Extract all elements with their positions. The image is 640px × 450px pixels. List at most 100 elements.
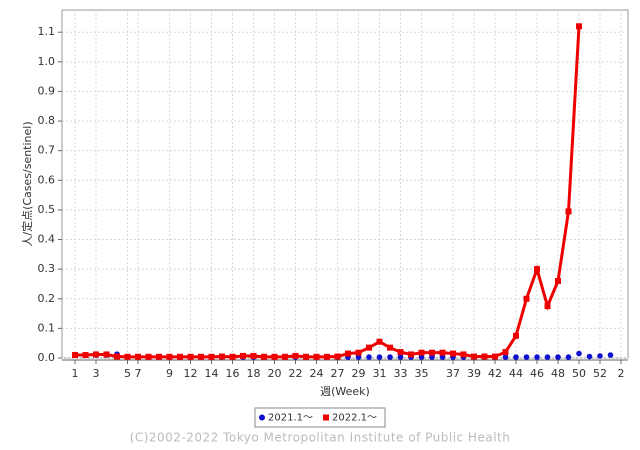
marker xyxy=(397,354,404,360)
y-tick-label: 0.7 xyxy=(38,144,56,157)
x-tick-label: 9 xyxy=(166,367,173,380)
marker xyxy=(135,353,141,360)
marker xyxy=(282,353,288,360)
x-tick-label: 24 xyxy=(310,367,324,380)
marker xyxy=(523,295,530,302)
marker xyxy=(418,354,425,360)
marker xyxy=(145,353,152,360)
legend-marker xyxy=(323,414,329,421)
marker xyxy=(502,349,509,356)
marker xyxy=(492,353,498,360)
marker xyxy=(82,352,89,359)
x-tick-label: 42 xyxy=(488,367,502,380)
x-tick-label: 7 xyxy=(135,367,142,380)
marker xyxy=(261,353,267,360)
x-tick-label: 37 xyxy=(446,367,460,380)
x-tick-label: 31 xyxy=(373,367,387,380)
marker xyxy=(576,23,582,30)
marker xyxy=(292,352,299,359)
marker xyxy=(439,354,446,360)
y-tick-label: 0.5 xyxy=(38,203,56,216)
marker xyxy=(198,353,204,360)
marker xyxy=(303,353,309,360)
y-tick-label: 1.0 xyxy=(38,55,56,68)
x-tick-label: 48 xyxy=(551,367,565,380)
legend-box xyxy=(254,407,386,428)
marker xyxy=(208,353,215,360)
x-tick-label: 14 xyxy=(205,367,219,380)
marker xyxy=(555,354,561,360)
x-tick-label: 46 xyxy=(530,367,544,380)
y-tick-label: 0.8 xyxy=(38,114,56,127)
x-tick-label: 16 xyxy=(226,367,240,380)
x-tick-label: 52 xyxy=(593,367,607,380)
marker xyxy=(114,353,120,360)
marker xyxy=(429,354,435,360)
x-tick-label: 29 xyxy=(352,367,366,380)
marker xyxy=(355,354,362,360)
x-tick-label: 2 xyxy=(618,367,625,380)
marker xyxy=(376,354,383,360)
plot-area xyxy=(61,9,629,359)
marker xyxy=(544,303,551,310)
legend-label: 2022.1～ xyxy=(332,413,377,424)
marker xyxy=(397,349,404,356)
marker xyxy=(586,353,593,360)
marker xyxy=(607,352,614,358)
marker xyxy=(597,353,603,359)
marker xyxy=(534,354,540,360)
x-tick-label: 18 xyxy=(247,367,261,380)
x-axis-label: 週(Week) xyxy=(320,385,370,398)
y-tick-label: 0.3 xyxy=(38,262,56,275)
x-tick-label: 1 xyxy=(72,367,79,380)
marker xyxy=(418,349,425,356)
marker xyxy=(534,266,540,273)
legend-marker xyxy=(259,414,265,421)
marker xyxy=(166,353,173,360)
x-tick-label: 44 xyxy=(509,367,523,380)
marker xyxy=(334,353,341,360)
marker xyxy=(355,349,362,356)
x-tick-label: 50 xyxy=(572,367,586,380)
x-tick-label: 22 xyxy=(289,367,303,380)
y-tick-label: 0.1 xyxy=(38,321,56,334)
marker xyxy=(376,338,383,345)
y-axis-label: 人/定点(Cases/sentinel) xyxy=(20,121,34,246)
x-tick-label: 20 xyxy=(268,367,282,380)
marker xyxy=(460,351,467,358)
x-tick-label: 39 xyxy=(467,367,481,380)
y-tick-label: 0.0 xyxy=(38,351,56,364)
marker xyxy=(229,353,236,360)
marker xyxy=(93,351,99,358)
marker xyxy=(429,349,435,356)
y-tick-label: 0.2 xyxy=(38,292,56,305)
marker xyxy=(555,277,561,284)
marker xyxy=(187,353,194,360)
y-tick-label: 0.4 xyxy=(38,233,56,246)
marker xyxy=(72,352,78,359)
marker xyxy=(103,351,110,358)
marker xyxy=(345,350,351,357)
marker xyxy=(565,208,572,215)
marker xyxy=(544,354,551,360)
x-tick-label: 27 xyxy=(331,367,345,380)
marker xyxy=(513,332,519,339)
copyright: (C)2002-2022 Tokyo Metropolitan Institut… xyxy=(130,431,511,445)
marker xyxy=(156,353,162,360)
marker xyxy=(481,353,488,360)
marker xyxy=(387,354,393,360)
y-tick-label: 0.6 xyxy=(38,173,56,186)
marker xyxy=(439,349,446,356)
marker xyxy=(502,354,509,360)
x-tick-label: 33 xyxy=(394,367,408,380)
marker xyxy=(177,353,183,360)
marker xyxy=(408,351,414,358)
y-tick-label: 0.9 xyxy=(38,84,56,97)
marker xyxy=(565,354,572,360)
marker xyxy=(219,353,225,360)
marker xyxy=(450,350,456,357)
x-tick-label: 5 xyxy=(124,367,131,380)
marker xyxy=(313,353,320,360)
